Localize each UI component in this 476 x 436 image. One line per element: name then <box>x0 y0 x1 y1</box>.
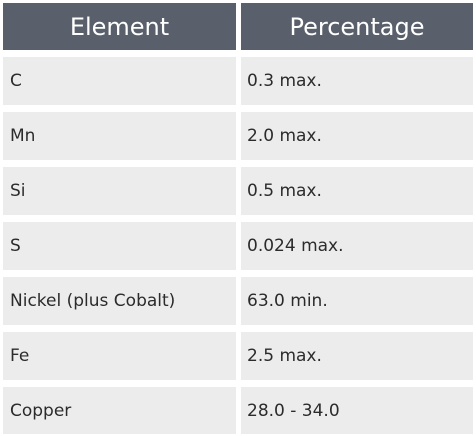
table-row: Nickel (plus Cobalt) 63.0 min. <box>0 277 476 325</box>
percentage-cell: 2.0 max. <box>241 112 473 160</box>
element-cell: Fe <box>3 332 236 380</box>
header-percentage: Percentage <box>241 3 473 50</box>
table-row: C 0.3 max. <box>0 57 476 105</box>
table-header-row: Element Percentage <box>0 3 476 50</box>
element-cell: Nickel (plus Cobalt) <box>3 277 236 325</box>
percentage-cell: 0.024 max. <box>241 222 473 270</box>
percentage-cell: 0.3 max. <box>241 57 473 105</box>
header-element: Element <box>3 3 236 50</box>
element-cell: Mn <box>3 112 236 160</box>
percentage-cell: 2.5 max. <box>241 332 473 380</box>
element-cell: C <box>3 57 236 105</box>
table-row: Copper 28.0 - 34.0 <box>0 387 476 434</box>
table-row: Si 0.5 max. <box>0 167 476 215</box>
element-cell: Si <box>3 167 236 215</box>
percentage-cell: 0.5 max. <box>241 167 473 215</box>
percentage-cell: 63.0 min. <box>241 277 473 325</box>
table-row: Mn 2.0 max. <box>0 112 476 160</box>
percentage-cell: 28.0 - 34.0 <box>241 387 473 434</box>
table-row: S 0.024 max. <box>0 222 476 270</box>
element-cell: Copper <box>3 387 236 434</box>
element-cell: S <box>3 222 236 270</box>
table-row: Fe 2.5 max. <box>0 332 476 380</box>
